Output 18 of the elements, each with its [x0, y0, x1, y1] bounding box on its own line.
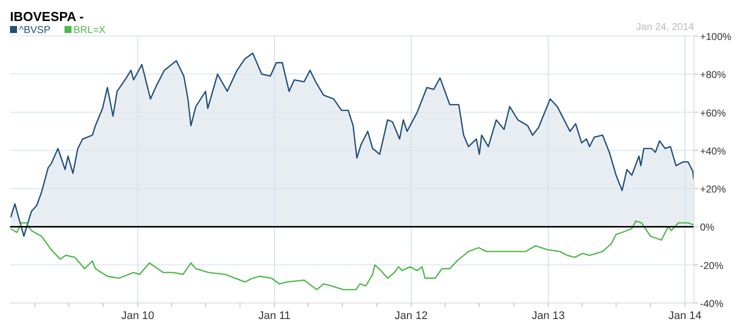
y-tick-label: +100%	[700, 32, 732, 43]
y-tick-label: +80%	[700, 70, 726, 82]
y-tick-label: +20%	[700, 184, 726, 196]
text: Jan 24, 2014	[636, 22, 694, 33]
line-series	[10, 220, 694, 290]
x-tick-label: Jan 11	[258, 310, 291, 322]
legend-label: ^BVSP	[19, 25, 51, 36]
x-tick-label: Jan 13	[532, 310, 565, 322]
y-tick-label: -20%	[700, 260, 724, 272]
x-tick-label: Jan 12	[394, 310, 428, 322]
x-tick-label: Jan 10	[121, 310, 154, 322]
y-tick-label: +40%	[700, 146, 726, 158]
y-tick-label: 0%	[700, 222, 715, 234]
chart-title: IBOVESPA -	[10, 9, 84, 24]
y-tick-label: +60%	[700, 108, 726, 120]
y-tick-label: -40%	[700, 299, 724, 310]
legend-label: BRL=X	[74, 25, 106, 36]
x-tick-label: Jan 14	[668, 310, 702, 322]
